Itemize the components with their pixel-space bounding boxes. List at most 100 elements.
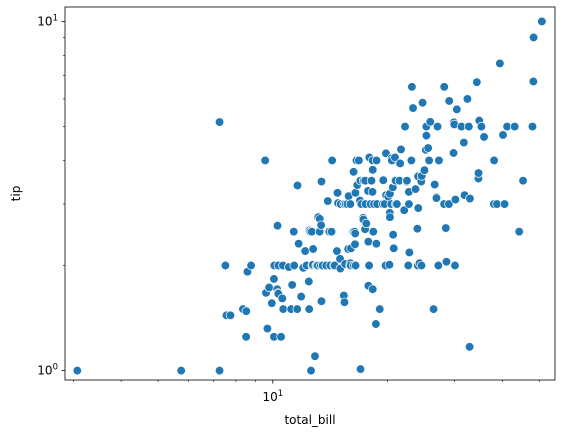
data-point xyxy=(366,175,377,186)
data-point xyxy=(289,260,299,271)
data-point xyxy=(368,165,378,175)
data-point xyxy=(489,155,499,166)
data-point xyxy=(296,291,306,302)
data-point xyxy=(452,104,462,115)
data-point xyxy=(364,260,374,271)
data-point xyxy=(441,257,452,267)
data-point xyxy=(402,175,412,186)
data-point xyxy=(287,280,297,290)
data-point xyxy=(432,121,443,132)
y-axis-ticks: 100 101 xyxy=(37,13,65,378)
data-point xyxy=(495,58,505,69)
data-point xyxy=(326,227,337,237)
data-point xyxy=(479,132,489,142)
data-point xyxy=(225,310,236,320)
data-point xyxy=(278,304,288,314)
data-point xyxy=(450,194,461,205)
data-point xyxy=(355,364,366,374)
data-point xyxy=(176,365,186,376)
data-point xyxy=(384,260,395,270)
data-point xyxy=(390,152,400,163)
data-point xyxy=(350,188,361,198)
data-point xyxy=(246,260,256,271)
data-point xyxy=(462,94,473,104)
data-point xyxy=(307,227,317,237)
data-point xyxy=(419,165,430,175)
data-point xyxy=(465,193,475,204)
data-point xyxy=(316,220,326,230)
data-point xyxy=(392,199,402,209)
data-point xyxy=(363,237,373,247)
data-point xyxy=(241,306,251,316)
data-point xyxy=(260,155,270,166)
data-point xyxy=(262,323,273,334)
data-point xyxy=(410,184,421,194)
data-point xyxy=(431,193,442,203)
data-point xyxy=(306,365,316,376)
data-point xyxy=(417,98,428,108)
data-point xyxy=(289,227,299,237)
data-point xyxy=(403,260,413,271)
data-point xyxy=(424,155,434,166)
data-point xyxy=(332,188,343,198)
data-point xyxy=(459,137,469,148)
data-point xyxy=(464,342,475,352)
data-point xyxy=(304,304,314,314)
data-point xyxy=(425,117,435,127)
data-point xyxy=(350,260,361,271)
data-point xyxy=(375,304,385,314)
data-point xyxy=(304,276,314,287)
data-point xyxy=(441,223,451,233)
data-point xyxy=(528,32,539,43)
data-point xyxy=(264,282,274,293)
data-point xyxy=(499,199,510,209)
data-point xyxy=(430,179,440,190)
data-point xyxy=(389,243,399,253)
y-tick-label: 100 xyxy=(37,363,58,378)
data-point xyxy=(406,155,417,166)
data-point xyxy=(416,260,427,271)
data-point xyxy=(267,298,277,308)
data-point xyxy=(444,96,454,106)
data-point xyxy=(323,196,333,206)
data-point xyxy=(412,224,423,234)
plot-frame xyxy=(64,6,556,381)
data-point xyxy=(450,260,460,271)
data-point xyxy=(444,199,454,209)
data-point xyxy=(404,247,415,258)
data-point xyxy=(388,230,398,240)
data-point xyxy=(407,82,417,92)
data-point xyxy=(292,304,302,314)
data-point xyxy=(404,199,414,209)
points-layer xyxy=(72,16,547,376)
data-point xyxy=(276,332,286,342)
x-axis-ticks: 101 xyxy=(73,380,540,404)
data-point xyxy=(332,246,342,256)
data-point xyxy=(361,218,371,229)
data-point xyxy=(434,155,444,166)
data-point xyxy=(378,175,388,185)
data-point xyxy=(527,121,538,132)
data-point xyxy=(310,351,320,361)
data-point xyxy=(350,228,360,239)
data-point xyxy=(345,199,356,209)
data-point xyxy=(396,144,406,155)
data-point xyxy=(350,239,360,249)
data-point xyxy=(241,332,251,342)
data-point xyxy=(371,155,382,166)
data-point xyxy=(385,212,395,222)
data-point xyxy=(300,246,310,256)
data-point xyxy=(472,77,482,87)
data-point xyxy=(214,365,225,376)
data-point xyxy=(537,16,547,27)
data-point xyxy=(214,117,225,127)
data-point xyxy=(498,130,508,140)
data-point xyxy=(277,293,287,304)
data-point xyxy=(433,260,443,271)
data-point xyxy=(510,121,520,132)
data-point xyxy=(473,168,484,178)
data-point xyxy=(316,296,327,306)
data-point xyxy=(408,103,418,113)
